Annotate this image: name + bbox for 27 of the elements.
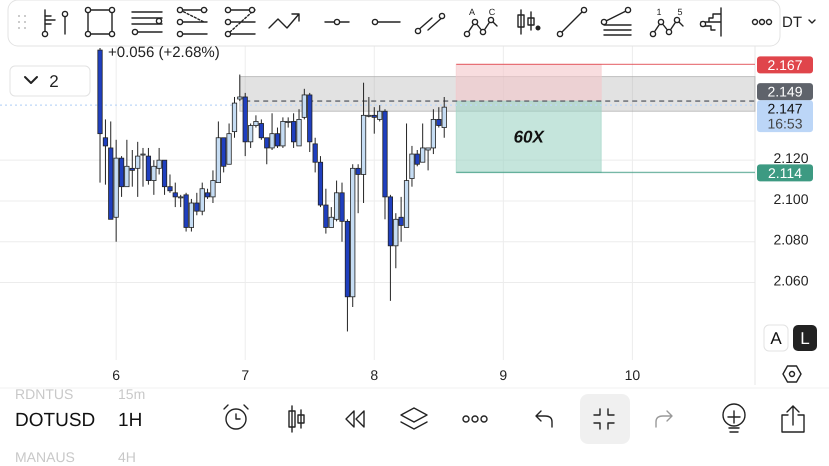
text: DT [782, 14, 802, 31]
text: L [800, 329, 810, 348]
y-tick-label: 2.120 [773, 150, 809, 166]
candlestick [140, 147, 146, 188]
y-tick-label: 2.060 [773, 272, 809, 289]
annotation: +0.056 (+2.68%) [108, 44, 220, 61]
ref-line-label: 2.147 16:53 [767, 100, 803, 132]
ref-line-label: 2.167 [767, 56, 803, 73]
x-tick-label: 9 [499, 367, 508, 383]
text: A [468, 7, 476, 17]
x-tick-label: 8 [370, 367, 378, 383]
y-tick-label: 2.100 [773, 190, 809, 207]
x-tick-label: 6 [112, 367, 120, 383]
annotation: 2 [49, 72, 59, 91]
text: C [488, 7, 496, 17]
text: 5 [677, 7, 683, 17]
text: 1H [118, 410, 142, 431]
text: DOTUSD [15, 410, 96, 431]
ref-line-label: 2.149 [767, 84, 803, 100]
ref-line-label: 2.114 [768, 164, 802, 181]
x-tick-label: 10 [624, 367, 640, 383]
x-tick-label: 7 [241, 367, 250, 383]
y-tick-label: 2.080 [773, 232, 809, 248]
text: 1 [656, 7, 662, 17]
text: A [770, 329, 782, 348]
band-label: 60X [514, 128, 546, 147]
candlestick [102, 118, 108, 186]
